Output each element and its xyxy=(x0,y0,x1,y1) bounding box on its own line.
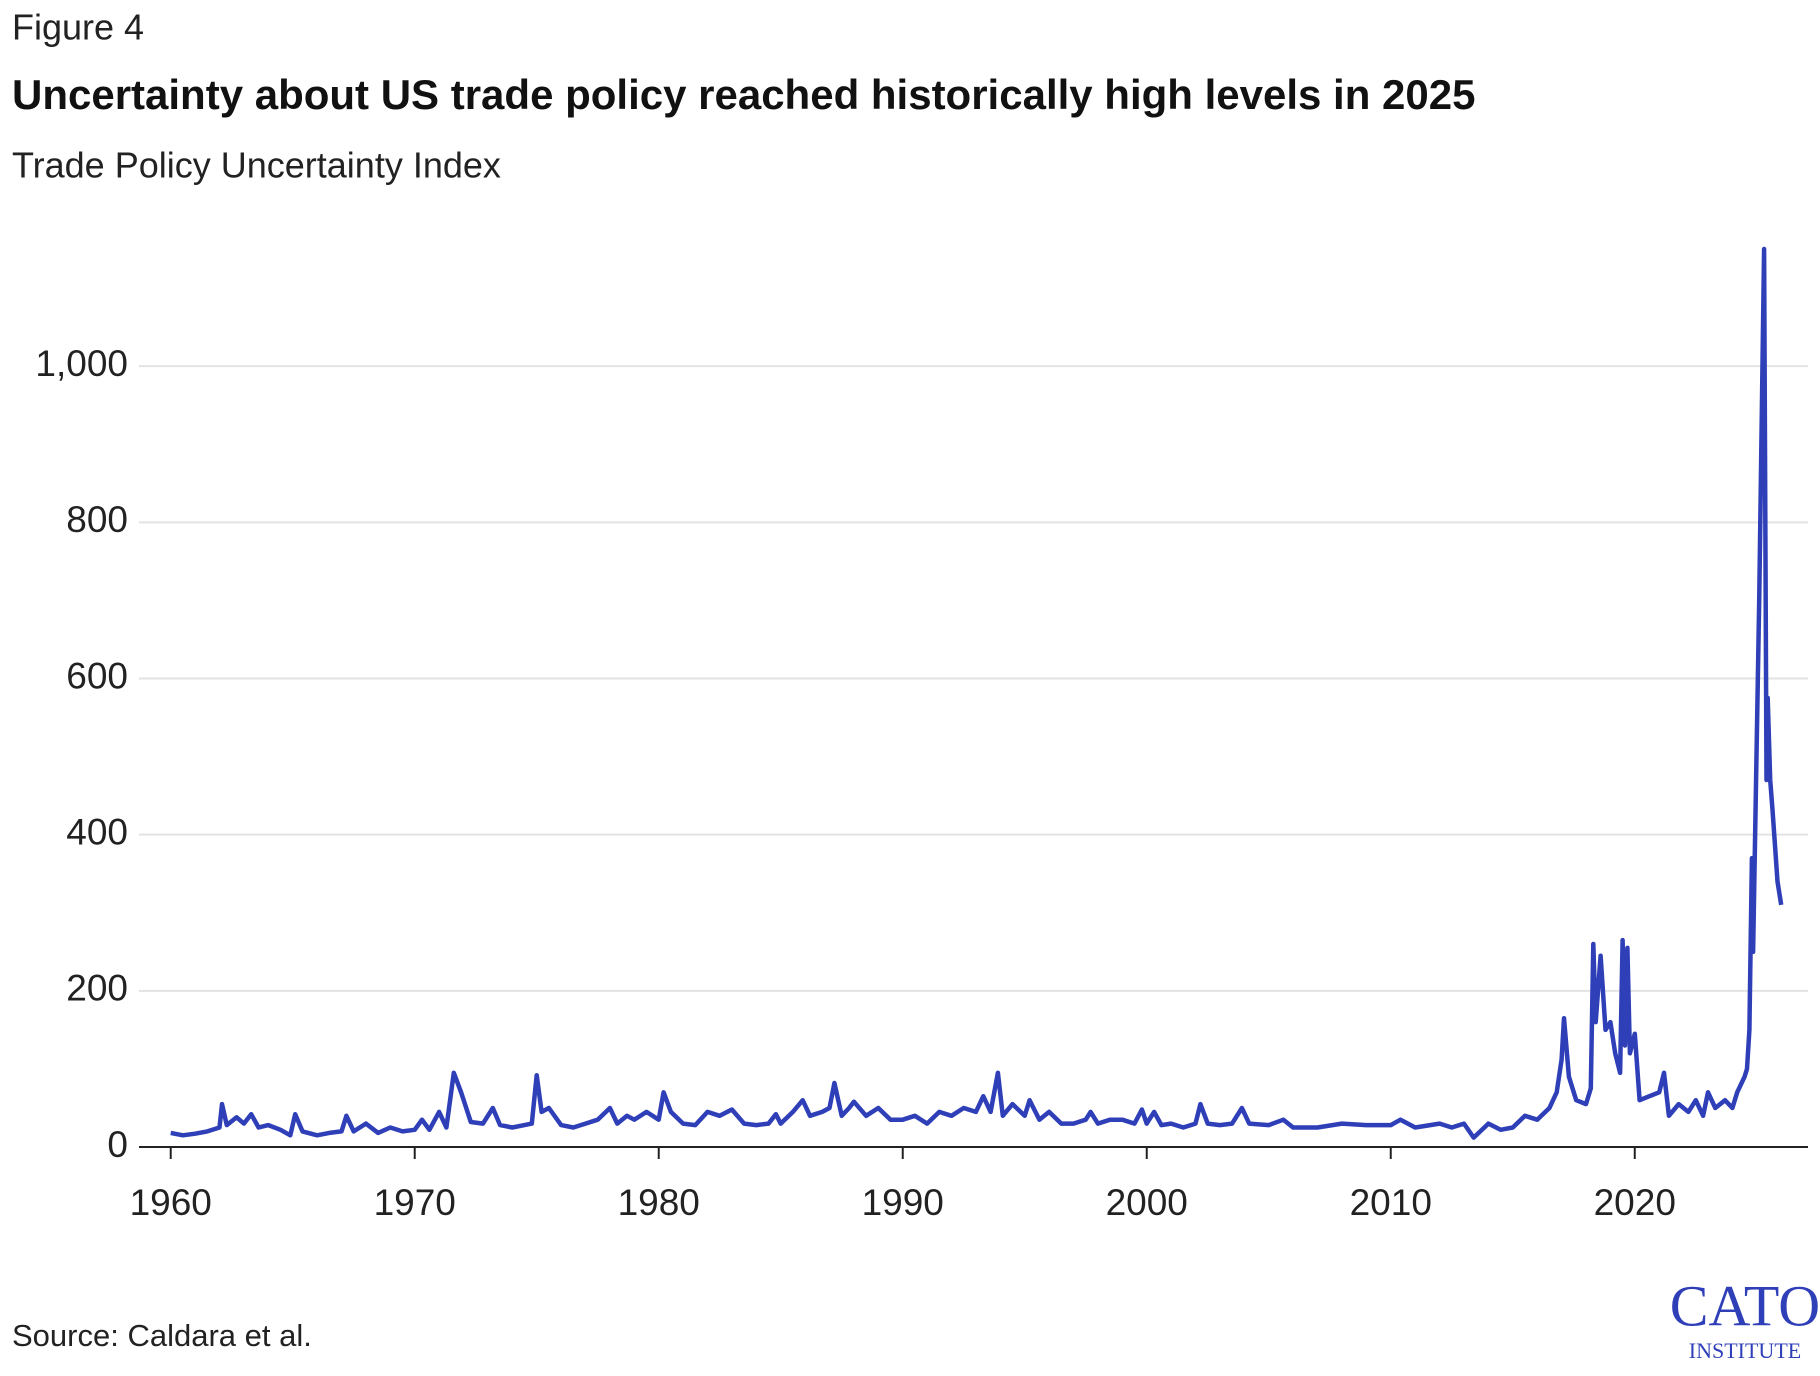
x-tick-label: 1970 xyxy=(374,1182,456,1223)
y-tick-label: 800 xyxy=(66,499,128,540)
x-tick-label: 1980 xyxy=(618,1182,700,1223)
logo-subname: INSTITUTE xyxy=(1689,1338,1801,1363)
y-tick-label: 1,000 xyxy=(35,343,128,384)
y-tick-label: 200 xyxy=(66,968,128,1009)
chart-title: Uncertainty about US trade policy reache… xyxy=(12,71,1475,118)
x-tick-label: 1960 xyxy=(130,1182,212,1223)
x-tick-label: 2010 xyxy=(1350,1182,1432,1223)
figure-label: Figure 4 xyxy=(12,7,144,48)
y-tick-label: 400 xyxy=(66,811,128,852)
x-tick-label: 2020 xyxy=(1594,1182,1676,1223)
line-series xyxy=(170,246,1784,1140)
y-tick-label: 0 xyxy=(107,1124,128,1165)
x-tick-label: 1990 xyxy=(862,1182,944,1223)
logo-name: CATO xyxy=(1670,1273,1820,1338)
y-tick-label: 600 xyxy=(66,655,128,696)
source: Source: Caldara et al. xyxy=(12,1318,312,1353)
x-tick-label: 2000 xyxy=(1106,1182,1188,1223)
chart-subtitle: Trade Policy Uncertainty Index xyxy=(12,145,501,186)
